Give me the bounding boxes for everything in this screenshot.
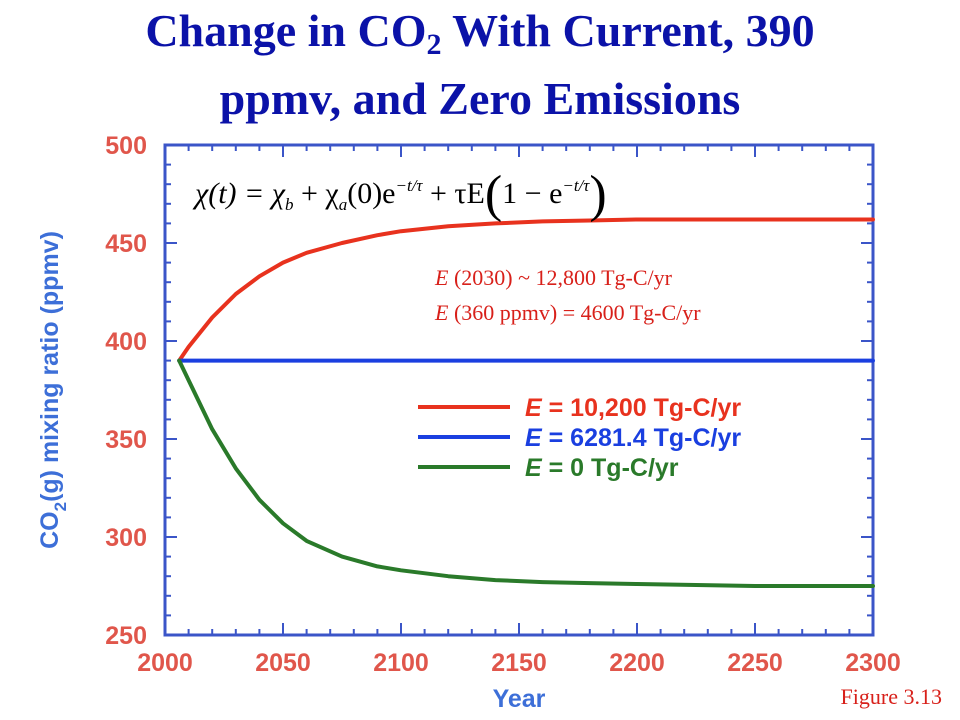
x-tick-label: 2150 [491,649,547,677]
x-tick-label: 2250 [727,649,783,677]
slide-title: Change in CO2 With Current, 390 ppmv, an… [0,4,960,126]
legend-label-red: E = 10,200 Tg-C/yr [525,394,741,422]
series-line-0 [177,217,875,363]
x-tick-label: 2300 [845,649,901,677]
x-tick-label: 2200 [609,649,665,677]
equation: χ(t) = χb + χa(0)e−t/τ + τE(1 − e−t/τ) [192,166,607,223]
x-tick-labels: 2000 2050 2100 2150 2200 2250 2300 [137,649,901,677]
legend: E = 10,200 Tg-C/yr E = 6281.4 Tg-C/yr E … [418,394,741,482]
title-line-2: ppmv, and Zero Emissions [219,73,741,124]
series-line-2 [177,358,875,588]
y-axis-title: CO2(g) mixing ratio (ppmv) [36,231,70,549]
y-tick-label: 350 [105,426,147,454]
y-tick-label: 500 [105,132,147,160]
figure-label: Figure 3.13 [840,684,942,709]
y-tick-label: 300 [105,524,147,552]
legend-label-blue: E = 6281.4 Tg-C/yr [525,424,741,452]
x-tick-label: 2100 [373,649,429,677]
y-tick-label: 450 [105,230,147,258]
title-subscript: 2 [426,28,442,61]
x-axis-title: Year [493,685,546,713]
title-line-1: Change in CO2 With Current, 390 [0,4,960,72]
y-tick-label: 250 [105,622,147,650]
annotation-line-2: E (360 ppmv) = 4600 Tg-C/yr [434,300,701,325]
series-lines [177,217,875,588]
x-tick-label: 2000 [137,649,193,677]
x-tick-label: 2050 [255,649,311,677]
y-tick-labels: 250 300 350 400 450 500 [105,132,147,650]
y-tick-label: 400 [105,328,147,356]
title-text-cont: With Current, 390 [441,5,815,56]
title-text: Change in CO [145,5,427,56]
annotation-line-1: E (2030) ~ 12,800 Tg-C/yr [434,265,673,290]
legend-label-green: E = 0 Tg-C/yr [525,454,679,482]
